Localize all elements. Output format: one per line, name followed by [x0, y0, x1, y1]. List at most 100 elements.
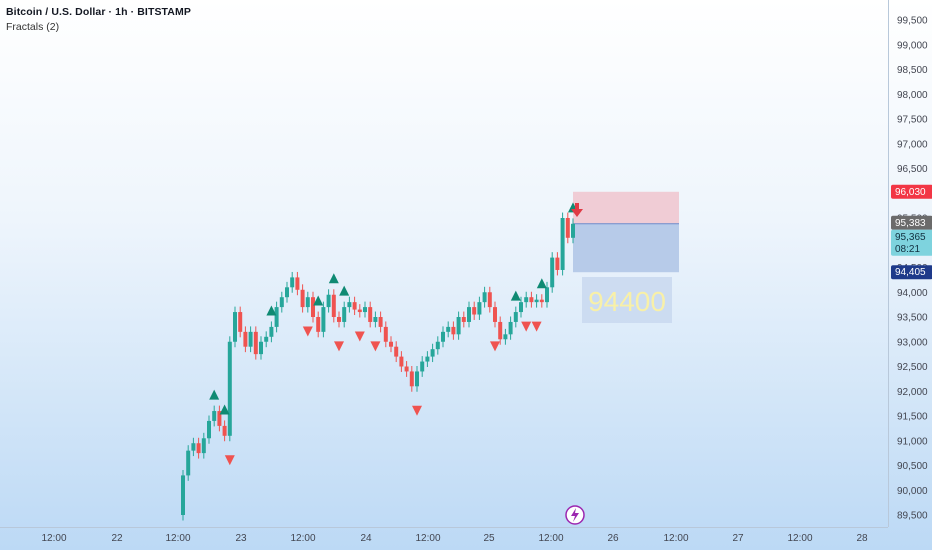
candle[interactable]	[363, 307, 367, 313]
candle[interactable]	[415, 371, 419, 387]
candle[interactable]	[508, 321, 513, 335]
fractal-down-marker	[521, 321, 532, 332]
candle[interactable]	[539, 299, 544, 303]
candle[interactable]	[243, 331, 248, 347]
candle[interactable]	[441, 331, 445, 342]
candle[interactable]	[207, 420, 211, 439]
candle[interactable]	[383, 326, 388, 342]
candle[interactable]	[311, 297, 315, 317]
candle[interactable]	[290, 277, 295, 288]
candle[interactable]	[565, 218, 570, 238]
candle[interactable]	[259, 341, 263, 355]
candle[interactable]	[394, 346, 399, 357]
candle[interactable]	[524, 297, 529, 303]
x-tick-label: 12:00	[787, 533, 812, 544]
candle[interactable]	[472, 307, 477, 315]
candle[interactable]	[519, 302, 523, 313]
candle[interactable]	[446, 326, 451, 332]
target-zone[interactable]	[573, 223, 679, 273]
candle[interactable]	[352, 302, 357, 310]
candle[interactable]	[571, 223, 575, 238]
candle[interactable]	[248, 331, 253, 347]
candle[interactable]	[295, 277, 300, 290]
candle[interactable]	[529, 297, 534, 303]
candle[interactable]	[461, 317, 466, 322]
candle[interactable]	[347, 302, 352, 308]
candle[interactable]	[430, 349, 435, 357]
candle[interactable]	[321, 307, 326, 332]
candle[interactable]	[196, 443, 201, 454]
candle[interactable]	[201, 438, 206, 454]
candle[interactable]	[435, 341, 440, 350]
candle[interactable]	[186, 450, 191, 476]
fractal-down-marker	[370, 341, 381, 352]
candle[interactable]	[409, 371, 414, 387]
candle[interactable]	[389, 341, 393, 347]
candle[interactable]	[404, 366, 409, 372]
candle[interactable]	[337, 317, 341, 322]
candle[interactable]	[233, 312, 237, 342]
candle[interactable]	[378, 317, 383, 327]
candle[interactable]	[555, 257, 560, 270]
candle[interactable]	[456, 317, 461, 335]
candle[interactable]	[181, 475, 185, 515]
fractal-up-marker	[313, 295, 324, 306]
x-tick-label: 12:00	[415, 533, 440, 544]
candle[interactable]	[534, 299, 539, 303]
x-tick-label: 23	[235, 533, 247, 544]
candle[interactable]	[373, 317, 378, 322]
y-tick-label: 96,500	[897, 164, 928, 175]
stop-zone[interactable]	[573, 191, 679, 224]
candle[interactable]	[269, 326, 274, 337]
fractal-down-marker	[334, 341, 344, 352]
fractal-down-marker	[412, 405, 422, 416]
candle[interactable]	[191, 443, 196, 451]
candle[interactable]	[487, 292, 492, 308]
candle[interactable]	[550, 257, 555, 288]
candle[interactable]	[342, 307, 347, 322]
candle[interactable]	[545, 287, 549, 303]
candle[interactable]	[425, 356, 430, 362]
candle[interactable]	[285, 287, 289, 298]
candle[interactable]	[227, 341, 232, 436]
candle[interactable]	[420, 361, 425, 372]
x-tick-label: 28	[856, 533, 868, 544]
candle[interactable]	[326, 294, 331, 308]
candle[interactable]	[222, 425, 227, 436]
y-tick-label: 90,000	[897, 486, 928, 497]
candle[interactable]	[560, 218, 565, 270]
candle[interactable]	[300, 289, 305, 308]
current-price-tag[interactable]	[891, 215, 932, 230]
stop-price-tag[interactable]	[891, 184, 932, 199]
candle[interactable]	[368, 307, 373, 322]
candle[interactable]	[316, 317, 321, 332]
x-tick-label: 26	[607, 533, 619, 544]
candle[interactable]	[238, 312, 243, 332]
candle[interactable]	[264, 336, 269, 342]
candle[interactable]	[477, 302, 482, 315]
candle[interactable]	[451, 326, 456, 335]
last-price-tag[interactable]	[891, 229, 932, 256]
candle[interactable]	[493, 307, 497, 322]
candle[interactable]	[482, 292, 487, 303]
candle[interactable]	[305, 297, 310, 308]
candle[interactable]	[503, 334, 508, 340]
candle[interactable]	[399, 356, 404, 367]
candle[interactable]	[279, 297, 284, 308]
candle[interactable]	[498, 321, 503, 340]
x-tick-label: 12:00	[165, 533, 190, 544]
symbol-title[interactable]: Bitcoin / U.S. Dollar · 1h · BITSTAMP	[6, 6, 191, 18]
candle[interactable]	[253, 331, 258, 355]
candle[interactable]	[357, 309, 362, 313]
candle[interactable]	[467, 307, 471, 322]
candle[interactable]	[513, 312, 518, 322]
candle[interactable]	[217, 411, 222, 426]
candle[interactable]	[212, 411, 217, 421]
entry-price-tag-text: 94,405	[895, 267, 926, 278]
candle[interactable]	[274, 307, 279, 327]
fractal-up-marker	[266, 305, 277, 316]
candle[interactable]	[331, 294, 336, 317]
entry-price-tag[interactable]	[891, 265, 932, 280]
indicator-label[interactable]: Fractals (2)	[6, 21, 60, 33]
